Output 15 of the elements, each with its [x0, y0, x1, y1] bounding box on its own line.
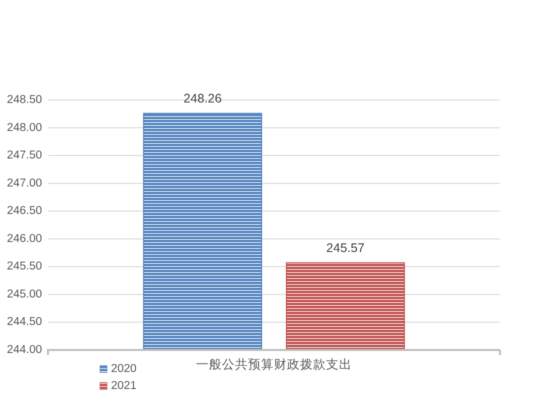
legend-label: 2020 — [111, 363, 137, 375]
data-label: 245.57 — [326, 240, 365, 255]
y-tick: 245.50 — [6, 260, 42, 273]
y-tick: 247.50 — [6, 150, 42, 162]
x-category: 一般公共预算财政拨款支出 — [196, 356, 352, 372]
y-tick: 244.50 — [6, 316, 42, 328]
y-tick: 244.00 — [6, 344, 42, 356]
y-tick: 246.00 — [6, 232, 42, 245]
y-tick: 248.00 — [6, 122, 42, 134]
y-tick: 247.00 — [6, 177, 42, 190]
y-tick: 248.50 — [6, 94, 42, 106]
data-label: 248.26 — [183, 91, 222, 106]
legend-label: 2021 — [111, 380, 137, 392]
y-tick: 245.00 — [6, 288, 42, 300]
y-tick: 246.50 — [6, 205, 42, 218]
